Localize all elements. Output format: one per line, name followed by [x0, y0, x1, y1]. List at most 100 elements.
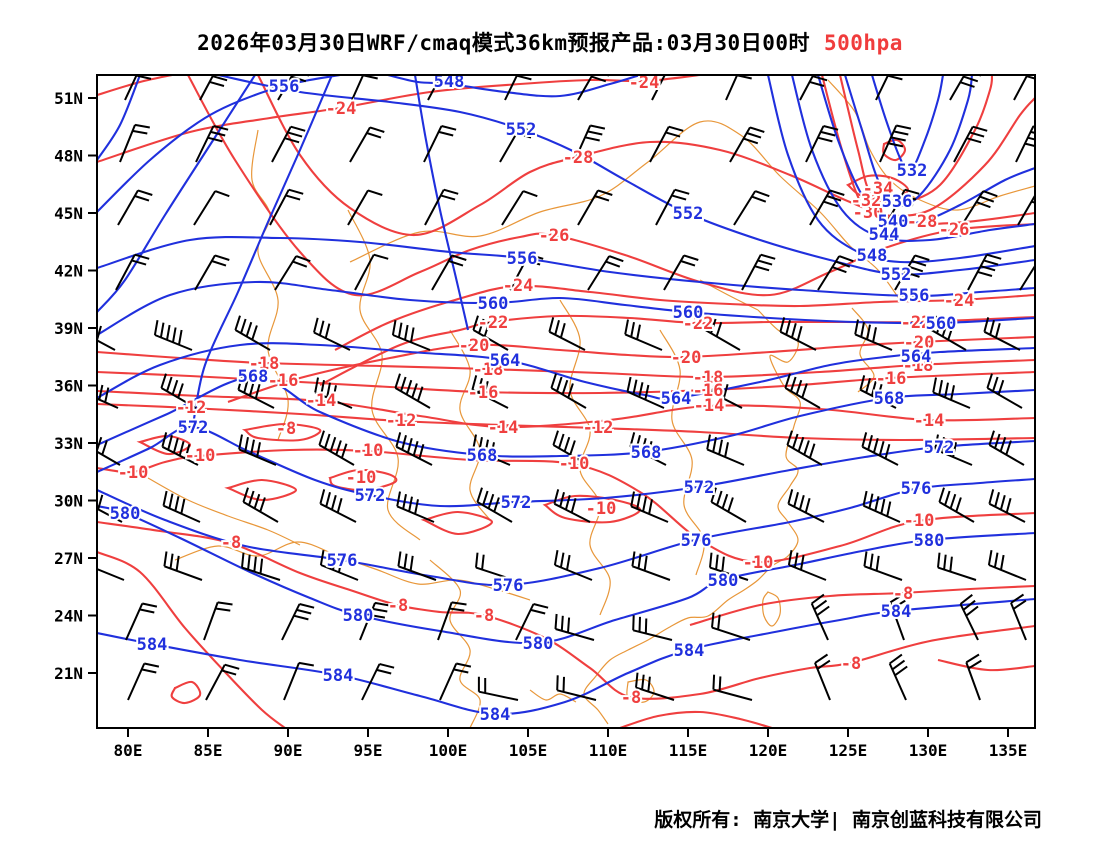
height-contour-label: 572	[501, 493, 532, 513]
wind-barb	[988, 489, 1026, 523]
height-contour-label: 564	[661, 389, 692, 409]
temp-contour--28	[257, 75, 1035, 237]
temp-contour-label: -10	[118, 463, 149, 483]
temp-contour-label: -20	[904, 333, 935, 353]
temp-contour--32	[838, 75, 994, 205]
wind-barb	[885, 188, 920, 226]
wind-barb	[861, 432, 899, 466]
wind-barb	[160, 373, 197, 409]
border-west-border	[147, 477, 301, 546]
wind-barb	[624, 319, 663, 351]
temp-contour-label: -24	[326, 99, 357, 119]
wind-barb	[423, 125, 457, 163]
wind-barb	[119, 123, 150, 163]
wind-barb	[805, 125, 839, 163]
height-contour-552	[217, 75, 1035, 276]
wind-barb	[161, 432, 199, 466]
height-contour-label: 572	[684, 478, 715, 498]
temp-contour-label: -20	[671, 348, 702, 368]
wind-barb	[501, 190, 538, 226]
wind-barb	[930, 315, 967, 351]
height-contour-532	[870, 75, 945, 174]
wind-barb	[242, 487, 279, 523]
temp-contour-decor	[97, 551, 286, 728]
height-contour-label: 572	[355, 486, 386, 506]
wind-barb	[953, 125, 988, 163]
wind-barb	[397, 551, 437, 581]
border-tibet-border	[347, 209, 421, 541]
wind-barb	[651, 75, 666, 101]
height-contour-label: 572	[178, 418, 209, 438]
temp-contour-decor	[619, 710, 773, 728]
wind-barb	[193, 190, 230, 226]
wind-barb	[349, 126, 385, 163]
wind-barb	[195, 125, 229, 163]
temp-contour--8	[97, 520, 1035, 700]
wind-barb	[318, 430, 355, 466]
wind-barb	[577, 75, 610, 101]
lon-tick-label: 90E	[274, 741, 303, 760]
height-contour-label: 568	[874, 389, 905, 409]
temp-contour-label: -24	[629, 73, 660, 93]
temp-contour-label: -14	[488, 418, 519, 438]
wind-barb	[934, 434, 973, 466]
height-contour-576	[97, 477, 1035, 587]
temp-contour-label: -34	[863, 179, 894, 199]
wind-barb	[553, 489, 591, 523]
temp-contour-label: -10	[346, 468, 377, 488]
temp-contour-label: -18	[693, 368, 724, 388]
wind-barb	[351, 75, 378, 101]
height-contour-label: 564	[901, 347, 932, 367]
height-contour-584	[97, 597, 1035, 716]
height-contour-556	[97, 75, 341, 213]
wind-barb	[314, 377, 353, 409]
border-province-border-3	[659, 329, 705, 576]
height-contour-548	[387, 75, 641, 98]
wind-barb	[1019, 264, 1035, 291]
height-contour-label: 568	[467, 446, 498, 466]
height-contour-label: 564	[490, 351, 521, 371]
wind-barb	[663, 254, 699, 291]
border-xinjiang-border	[251, 129, 289, 441]
wind-barb	[573, 124, 606, 163]
height-contour-decor	[413, 75, 470, 331]
height-contour-label: 560	[478, 294, 509, 314]
wind-barb	[1013, 75, 1035, 101]
height-contour-decor	[191, 75, 333, 426]
wind-barb	[787, 489, 825, 523]
height-contour-label: 536	[882, 192, 913, 212]
border-south-islands	[529, 689, 577, 703]
lon-tick-label: 115E	[669, 741, 708, 760]
temp-contour-decor	[420, 510, 494, 536]
height-contour-label: 580	[523, 634, 554, 654]
wind-barb	[548, 317, 586, 351]
wind-barb	[97, 492, 123, 523]
height-contour-label: 552	[506, 120, 537, 140]
temp-contour--24	[334, 284, 1035, 351]
temp-contour-label: -22	[478, 313, 509, 333]
wind-barb	[162, 490, 201, 523]
height-contour-580	[97, 504, 1035, 645]
temp-contour-label: -16	[693, 381, 724, 401]
wind-barb	[359, 601, 390, 641]
temp-contour-label: -14	[306, 391, 337, 411]
temp-contour-label: -12	[583, 418, 614, 438]
temp-contour-label: -8	[841, 654, 861, 674]
wind-barb	[319, 489, 357, 523]
title-text: 2026年03月30日WRF/cmaq模式36km预报产品:03月30日00时	[197, 31, 810, 55]
wind-barb	[194, 254, 230, 291]
wind-barb	[205, 663, 240, 701]
temp-contour-label: -32	[851, 191, 882, 211]
temp-contour-label: -8	[893, 584, 913, 604]
temp-contour-decor	[170, 680, 202, 705]
lon-tick-label: 135E	[989, 741, 1028, 760]
wind-barb	[879, 124, 912, 163]
temp-contour-label: -16	[468, 383, 499, 403]
wind-barb	[127, 662, 160, 701]
temp-contour--8	[241, 422, 322, 442]
lon-tick-label: 95E	[354, 741, 383, 760]
height-contour-556	[97, 235, 1035, 298]
wind-barb	[437, 601, 467, 641]
